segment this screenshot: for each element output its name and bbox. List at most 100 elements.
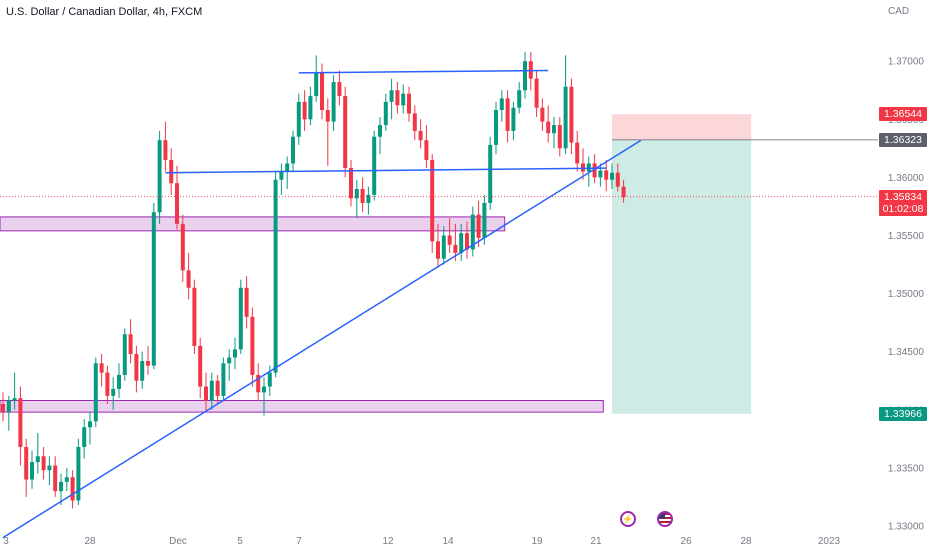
candle	[111, 377, 116, 410]
price-tag: 1.36323	[879, 132, 927, 147]
candle-body	[523, 61, 527, 91]
lower-support-zone	[0, 399, 604, 413]
candle	[325, 98, 330, 166]
position-layer	[612, 114, 878, 414]
candle-body	[499, 98, 504, 110]
candle	[546, 105, 551, 143]
candle-body	[273, 179, 278, 373]
candle-body	[476, 214, 481, 238]
candle-body	[267, 372, 272, 387]
candle-body	[221, 363, 226, 396]
candle-body	[557, 125, 562, 149]
candle-body	[88, 421, 92, 428]
candle	[598, 163, 603, 187]
candle	[204, 372, 208, 413]
candle	[99, 354, 104, 387]
candle	[482, 194, 487, 245]
price-tag-value: 1.36323	[884, 133, 922, 146]
candle	[140, 351, 145, 389]
candle	[453, 223, 458, 262]
chart-title: U.S. Dollar / Canadian Dollar, 4h, FXCM	[6, 6, 203, 18]
y-tick-label: 1.33500	[888, 463, 925, 474]
candle	[296, 93, 301, 145]
candle-body	[389, 90, 394, 102]
candle-body	[320, 72, 324, 110]
candle-body	[447, 235, 452, 245]
x-tick-label: 5	[237, 536, 243, 547]
candle	[18, 386, 23, 466]
candle-body	[401, 93, 406, 106]
candle	[557, 116, 562, 157]
price-tag: 1.33966	[879, 406, 927, 421]
candle-body	[291, 136, 295, 164]
candle-body	[256, 374, 261, 393]
x-tick-label: 12	[382, 536, 394, 547]
candle-body	[343, 96, 348, 169]
y-tick-label: 1.33000	[888, 521, 925, 532]
candle	[233, 337, 237, 370]
upper-resistance-line	[298, 69, 549, 74]
x-tick-label: 26	[680, 536, 692, 547]
candle-body	[6, 400, 11, 413]
candle	[273, 171, 278, 378]
price-tag-value: 1.36544	[884, 108, 922, 121]
candle-body	[325, 109, 330, 122]
candle-body	[204, 386, 208, 401]
candle-body	[453, 244, 458, 253]
candle-body	[76, 446, 81, 501]
y-tick-label: 1.35000	[888, 289, 925, 300]
candle-body	[233, 349, 237, 358]
price-tag: 1.35834 01:02:08	[879, 189, 927, 216]
candle-body	[1, 403, 5, 413]
candle-body	[552, 125, 556, 134]
candle	[256, 363, 261, 401]
candle-body	[122, 334, 127, 375]
candle	[476, 200, 481, 248]
candle	[6, 395, 11, 431]
candle-body	[586, 163, 591, 172]
candle-body	[41, 456, 46, 471]
ascending-trendline	[2, 139, 642, 539]
candle	[459, 223, 464, 262]
candle-body	[517, 90, 522, 108]
candle-body	[592, 163, 597, 178]
candle-body	[372, 136, 377, 195]
candle-body	[412, 113, 417, 131]
countdown-timer: 01:02:08	[882, 202, 924, 215]
candle	[175, 165, 179, 230]
candle	[30, 450, 34, 489]
candle-body	[418, 130, 423, 141]
x-tick-label: 28	[740, 536, 752, 547]
candle-body	[505, 98, 510, 131]
candle	[610, 163, 614, 190]
candle	[523, 51, 527, 99]
candle	[70, 470, 75, 509]
neckline	[165, 167, 607, 174]
candle-body	[407, 93, 411, 114]
us-flag-event-icon[interactable]	[657, 511, 673, 527]
lightning-event-icon[interactable]: ⚡	[620, 511, 636, 527]
candle-body	[331, 82, 336, 122]
candle-body	[93, 363, 98, 422]
candle	[12, 372, 17, 410]
candle	[581, 148, 585, 180]
candle-body	[540, 107, 545, 122]
candle-body	[621, 186, 626, 198]
candle	[308, 86, 313, 126]
candle-body	[35, 456, 40, 463]
candle-body	[82, 427, 87, 447]
candle-body	[111, 388, 116, 396]
candle	[383, 93, 388, 131]
take-profit-area	[612, 139, 752, 414]
candle-body	[134, 354, 139, 381]
candle-body	[314, 72, 319, 97]
candle	[389, 78, 394, 120]
x-axis: 3 28 Dec 5 7 12 14 19 21 26 28 2023	[3, 536, 840, 547]
candle-body	[470, 214, 475, 250]
x-tick-label: 3	[3, 536, 9, 547]
candle	[221, 357, 226, 401]
candle	[436, 223, 440, 269]
candle-body	[192, 287, 197, 346]
candle	[604, 159, 609, 192]
